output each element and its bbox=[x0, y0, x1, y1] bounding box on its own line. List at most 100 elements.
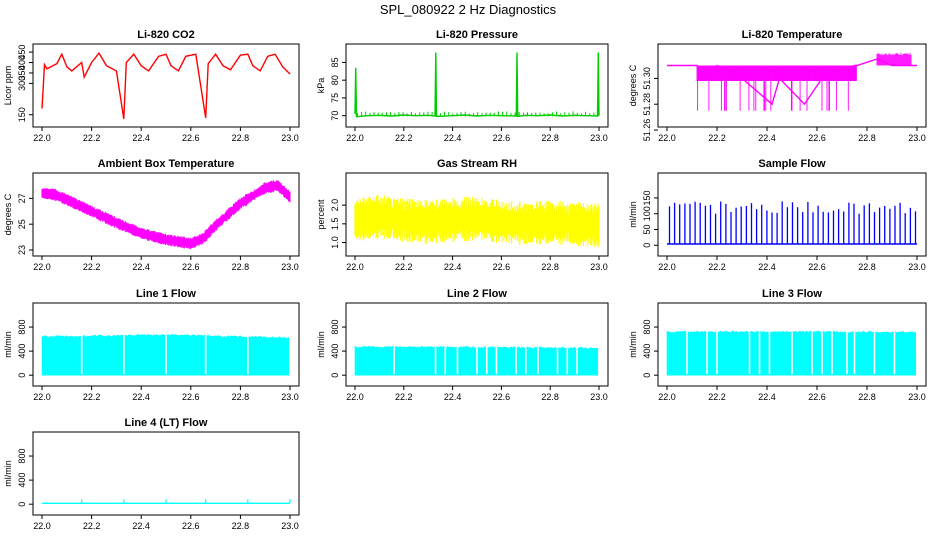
panel-title: Line 3 Flow bbox=[762, 288, 822, 300]
x-tick-label: 23.0 bbox=[281, 262, 299, 272]
x-tick-label: 22.0 bbox=[346, 262, 364, 272]
x-tick-label: 22.6 bbox=[493, 392, 511, 402]
panel-title: Gas Stream RH bbox=[437, 158, 517, 170]
x-tick-label: 22.2 bbox=[395, 133, 413, 143]
y-tick-label: 0 bbox=[17, 373, 27, 378]
y-tick-label: 23 bbox=[17, 245, 27, 255]
x-tick-label: 22.4 bbox=[132, 392, 150, 402]
plot-frame bbox=[657, 172, 927, 257]
y-axis-label: ml/min bbox=[628, 331, 638, 358]
data-layer bbox=[42, 499, 291, 504]
x-tick-label: 23.0 bbox=[908, 262, 926, 272]
y-axis-label: Licor ppm bbox=[3, 66, 13, 106]
x-tick-label: 23.0 bbox=[590, 133, 608, 143]
x-tick-label: 22.8 bbox=[541, 262, 559, 272]
x-tick-label: 22.4 bbox=[758, 392, 776, 402]
x-tick-label: 22.6 bbox=[493, 133, 511, 143]
y-tick-label: 400 bbox=[642, 344, 652, 359]
y-tick-label: 0 bbox=[17, 502, 27, 507]
plot-frame bbox=[657, 302, 927, 387]
x-tick-label: 22.4 bbox=[758, 133, 776, 143]
x-tick-label: 22.6 bbox=[493, 262, 511, 272]
y-tick-label: 0 bbox=[642, 243, 652, 248]
data-layer bbox=[354, 194, 600, 248]
plot-frame bbox=[32, 431, 300, 516]
x-tick-label: 22.6 bbox=[182, 262, 200, 272]
y-tick-label: 25 bbox=[17, 219, 27, 229]
x-tick-label: 22.6 bbox=[182, 521, 200, 531]
y-tick-label: 450 bbox=[17, 45, 27, 60]
y-tick-label: 800 bbox=[642, 320, 652, 335]
x-tick-label: 22.2 bbox=[395, 262, 413, 272]
panel-9: Line 4 (LT) Flow 22.0 22.2 22.4 22.6 22.8 23.0… bbox=[3, 417, 300, 531]
x-tick-label: 22.0 bbox=[33, 133, 51, 143]
data-layer bbox=[667, 201, 917, 245]
x-tick-label: 22.4 bbox=[444, 262, 462, 272]
x-tick-label: 22.8 bbox=[232, 521, 250, 531]
x-tick-label: 22.6 bbox=[182, 133, 200, 143]
plot-frame bbox=[345, 302, 609, 387]
x-tick-label: 22.6 bbox=[808, 392, 826, 402]
y-tick-label: 0 bbox=[330, 373, 340, 378]
x-tick-label: 22.8 bbox=[858, 262, 876, 272]
x-tick-label: 22.8 bbox=[541, 392, 559, 402]
x-tick-label: 23.0 bbox=[281, 521, 299, 531]
y-tick-label: 70 bbox=[330, 111, 340, 121]
x-tick-label: 22.8 bbox=[232, 392, 250, 402]
x-tick-label: 22.6 bbox=[182, 392, 200, 402]
y-tick-label: 51.26 bbox=[642, 119, 652, 142]
figure-title: SPL_080922 2 Hz Diagnostics bbox=[380, 2, 557, 17]
panel-8: Line 3 Flow 22.0 22.2 22.4 22.6 22.8 23.0 0 400 8… bbox=[628, 288, 927, 402]
data-layer bbox=[666, 329, 917, 376]
y-tick-label: 400 bbox=[330, 344, 340, 359]
x-tick-label: 23.0 bbox=[281, 133, 299, 143]
data-layer bbox=[667, 52, 917, 111]
x-tick-label: 22.4 bbox=[132, 262, 150, 272]
panel-0: Li-820 CO2 22.0 22.2 22.4 22.6 22.8 23.0 150 300… bbox=[3, 29, 300, 143]
plot-frame bbox=[32, 43, 300, 128]
y-tick-label: 400 bbox=[17, 344, 27, 359]
plot-frame bbox=[657, 43, 927, 128]
data-layer bbox=[354, 52, 600, 118]
plot-frame bbox=[345, 172, 609, 257]
y-tick-label: 0 bbox=[642, 373, 652, 378]
x-tick-label: 23.0 bbox=[590, 392, 608, 402]
x-tick-label: 22.4 bbox=[132, 133, 150, 143]
y-axis-label: degrees C bbox=[628, 64, 638, 106]
plot-frame bbox=[345, 43, 609, 128]
x-tick-label: 22.2 bbox=[83, 133, 101, 143]
x-tick-label: 22.2 bbox=[708, 133, 726, 143]
x-tick-label: 22.8 bbox=[541, 133, 559, 143]
y-tick-label: 800 bbox=[17, 449, 27, 464]
x-tick-label: 22.2 bbox=[83, 262, 101, 272]
x-tick-label: 22.8 bbox=[232, 262, 250, 272]
x-tick-label: 22.2 bbox=[395, 392, 413, 402]
data-layer bbox=[41, 180, 291, 250]
y-axis-label: degrees C bbox=[3, 193, 13, 235]
series-line bbox=[354, 52, 600, 118]
panel-5: Sample Flow 22.0 22.2 22.4 22.6 22.8 23.0 0 50 10… bbox=[628, 158, 927, 272]
x-tick-label: 23.0 bbox=[281, 392, 299, 402]
x-tick-label: 22.0 bbox=[658, 262, 676, 272]
panel-1: Li-820 Pressure 22.0 22.2 22.4 22.6 22.8 23.0 7… bbox=[316, 29, 609, 143]
y-tick-label: 400 bbox=[17, 55, 27, 70]
x-tick-label: 22.2 bbox=[708, 392, 726, 402]
x-tick-label: 22.4 bbox=[758, 262, 776, 272]
panel-title: Sample Flow bbox=[758, 158, 826, 170]
series-line bbox=[41, 51, 291, 120]
y-axis-label: ml/min bbox=[628, 201, 638, 228]
y-tick-label: 150 bbox=[17, 107, 27, 122]
y-axis-label: ml/min bbox=[3, 460, 13, 487]
panel-title: Line 4 (LT) Flow bbox=[125, 417, 208, 429]
y-tick-label: 350 bbox=[17, 65, 27, 80]
x-tick-label: 23.0 bbox=[908, 133, 926, 143]
x-tick-label: 22.4 bbox=[444, 133, 462, 143]
panel-2: Li-820 Temperature 22.0 22.2 22.4 22.6 22.8 23… bbox=[628, 29, 927, 143]
y-tick-label: 75 bbox=[330, 93, 340, 103]
panel-3: Ambient Box Temperature 22.0 22.2 22.4 22.6 2… bbox=[3, 158, 300, 272]
plot-frame bbox=[32, 302, 300, 387]
y-axis-label: percent bbox=[316, 199, 326, 230]
x-tick-label: 22.0 bbox=[658, 133, 676, 143]
x-tick-label: 22.2 bbox=[708, 262, 726, 272]
panel-title: Ambient Box Temperature bbox=[98, 158, 235, 170]
